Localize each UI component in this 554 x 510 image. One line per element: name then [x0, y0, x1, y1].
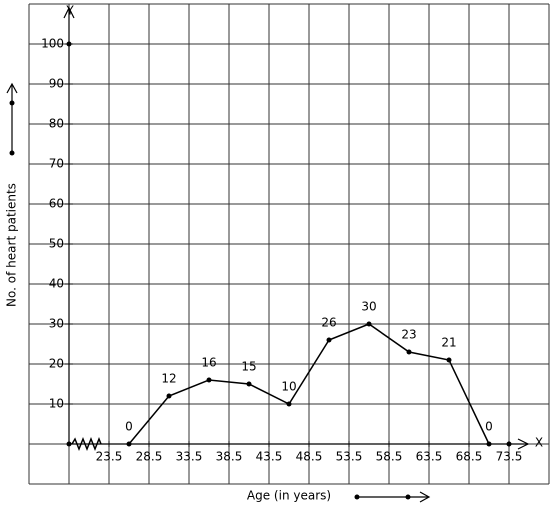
data-point	[246, 381, 252, 387]
x-tick-label: 53.5	[336, 450, 363, 464]
x-axis-name: X	[535, 436, 543, 450]
y-tick-label: 30	[49, 317, 64, 331]
data-label: 30	[361, 300, 376, 314]
data-label: 0	[125, 420, 133, 434]
y-tick-label: 50	[49, 237, 64, 251]
data-label: 15	[241, 360, 256, 374]
graph-paper	[28, 3, 550, 485]
data-label: 0	[485, 420, 493, 434]
x-tick-label: 73.5	[496, 450, 523, 464]
x-tick-label: 63.5	[416, 450, 443, 464]
x-axis-title: Age (in years)	[247, 489, 331, 503]
data-point	[206, 377, 212, 383]
x-tick-label: 23.5	[96, 450, 123, 464]
data-point	[406, 349, 412, 355]
data-point	[326, 337, 332, 343]
x-tick-label: 48.5	[296, 450, 323, 464]
data-point	[126, 441, 132, 447]
data-point	[366, 321, 372, 327]
y-tick-label: 40	[49, 277, 64, 291]
x-tick-label: 68.5	[456, 450, 483, 464]
decor-arrows	[6, 6, 530, 503]
y-tick-label: 60	[49, 197, 64, 211]
x-tick-label: 28.5	[136, 450, 163, 464]
data-line	[128, 323, 490, 445]
y-axis-title: No. of heart patients	[5, 183, 19, 307]
x-tick-label: 58.5	[376, 450, 403, 464]
data-label: 16	[201, 356, 216, 370]
data-point	[166, 393, 172, 399]
data-label: 12	[161, 372, 176, 386]
data-point	[286, 401, 292, 407]
y-tick-label: 70	[49, 157, 64, 171]
x-tick-label: 38.5	[216, 450, 243, 464]
decor-dots	[9, 41, 512, 500]
y-tick-label: 100	[41, 37, 64, 51]
data-label: 23	[401, 328, 416, 342]
y-tick-label: 80	[49, 117, 64, 131]
x-tick-label: 33.5	[176, 450, 203, 464]
y-tick-label: 10	[49, 397, 64, 411]
data-label: 21	[441, 336, 456, 350]
y-tick-label: 20	[49, 357, 64, 371]
data-label: 10	[281, 380, 296, 394]
data-point	[486, 441, 492, 447]
y-tick-label: 90	[49, 77, 64, 91]
data-label: 26	[321, 316, 336, 330]
x-tick-label: 43.5	[256, 450, 283, 464]
data-point	[446, 357, 452, 363]
